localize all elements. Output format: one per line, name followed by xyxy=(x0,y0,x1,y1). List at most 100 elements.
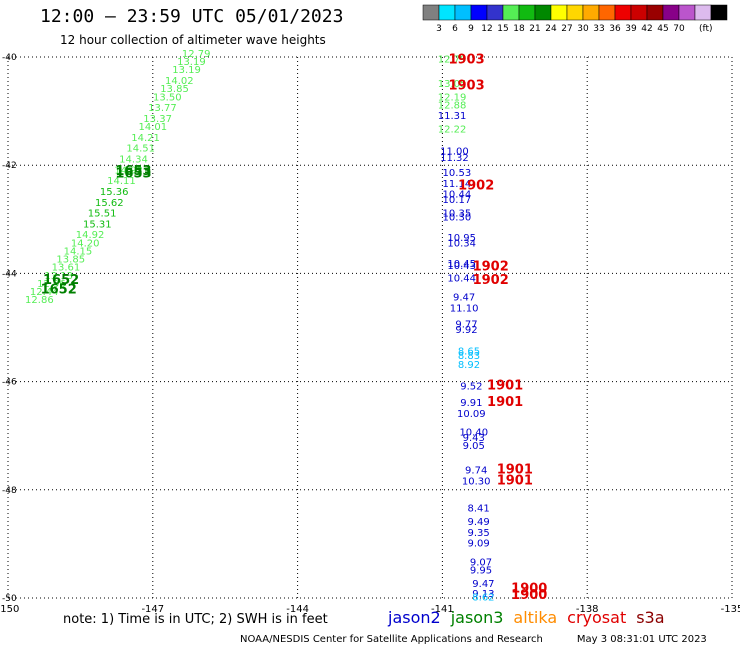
wave-height-label: 9.52 xyxy=(460,382,482,393)
wave-height-label: 9.49 xyxy=(467,517,489,528)
footer-credit: NOAA/NESDIS Center for Satellite Applica… xyxy=(240,634,543,645)
colorbar-swatch xyxy=(710,4,728,21)
wave-height-label: 8.41 xyxy=(467,503,489,514)
colorbar-label: 39 xyxy=(625,24,637,34)
colorbar-swatch xyxy=(486,4,504,21)
time-label: 1652 xyxy=(41,282,77,297)
wave-height-label: 15.36 xyxy=(100,187,129,198)
wave-height-label: 10.35 xyxy=(443,209,472,220)
wave-height-label: 10.53 xyxy=(443,168,472,179)
wave-height-label: 10.43 xyxy=(447,261,476,272)
colorbar-label: 21 xyxy=(529,24,540,34)
wave-height-label: 8.62 xyxy=(472,593,494,604)
colorbar-swatch xyxy=(502,4,520,21)
time-label: 1902 xyxy=(473,273,509,288)
x-tick-label: -144 xyxy=(286,604,309,615)
wave-height-label: 9.35 xyxy=(467,528,489,539)
time-label: 1901 xyxy=(497,473,533,488)
wave-height-label: 10.44 xyxy=(443,190,472,201)
wave-height-label: 9.13 xyxy=(472,589,494,600)
colorbar-label: 27 xyxy=(561,24,572,34)
colorbar-swatch xyxy=(438,4,456,21)
wave-height-label: 13.50 xyxy=(153,92,182,103)
colorbar-swatch xyxy=(662,4,680,21)
wave-height-label: 10.34 xyxy=(447,238,476,249)
wave-height-label: 12.79 xyxy=(438,54,467,65)
legend-altika: altika xyxy=(513,608,558,627)
wave-height-label: 11.32 xyxy=(440,153,469,164)
colorbar-label: 70 xyxy=(673,24,685,34)
wave-height-label: 10.40 xyxy=(459,428,488,439)
wave-height-label: 10.30 xyxy=(462,476,491,487)
wave-height-label: 8.83 xyxy=(458,351,480,362)
colorbar-swatch xyxy=(422,4,440,21)
time-label: 1901 xyxy=(487,379,523,394)
time-label: 1900 xyxy=(511,588,547,603)
time-label: 1653 xyxy=(115,164,151,179)
colorbar-swatch xyxy=(646,4,664,21)
wave-height-label: 12.22 xyxy=(438,125,467,136)
wave-height-label: 13.05 xyxy=(438,79,467,90)
x-tick-label: -135 xyxy=(721,604,740,615)
colorbar-label: 6 xyxy=(452,24,458,34)
wave-height-label: 15.62 xyxy=(95,198,124,209)
wave-height-label: 10.45 xyxy=(447,259,476,270)
colorbar-label: 12 xyxy=(481,24,492,34)
wave-height-label: 13.61 xyxy=(52,263,81,274)
colorbar-label: 30 xyxy=(577,24,589,34)
wave-height-label: 9.47 xyxy=(453,292,475,303)
time-label: 1903 xyxy=(448,52,484,67)
colorbar-label: 36 xyxy=(609,24,621,34)
wave-height-label: 14.11 xyxy=(107,176,136,187)
wave-height-label: 11.31 xyxy=(438,111,467,122)
wave-height-label: 10.44 xyxy=(447,274,476,285)
wave-height-label: 14.92 xyxy=(76,230,105,241)
wave-height-label: 9.95 xyxy=(470,566,492,577)
wave-height-label: 8.92 xyxy=(458,360,480,371)
wave-height-label: 9.05 xyxy=(463,441,485,452)
wave-height-label: 9.09 xyxy=(467,539,489,550)
colorbar-label: 3 xyxy=(436,24,442,34)
colorbar-label: 24 xyxy=(545,24,557,34)
wave-height-label: 12.79 xyxy=(182,49,211,60)
wave-height-label: 10.09 xyxy=(457,409,486,420)
time-label: 1653 xyxy=(115,167,151,182)
wave-height-label: 9.77 xyxy=(455,320,477,331)
wave-height-label: 13.19 xyxy=(172,65,201,76)
wave-height-label: 13.77 xyxy=(148,103,177,114)
wave-height-label: 14.92 xyxy=(114,165,143,176)
wave-height-label: 14.21 xyxy=(131,133,160,144)
wave-height-label: 15.51 xyxy=(88,209,117,220)
footer-timestamp: May 3 08:31:01 UTC 2023 xyxy=(576,634,707,645)
y-tick-label: -42 xyxy=(2,161,17,171)
colorbar-swatch xyxy=(566,4,584,21)
legend-cryosat: cryosat xyxy=(567,608,627,627)
y-tick-label: -46 xyxy=(2,378,17,388)
legend-jason3: jason3 xyxy=(450,608,504,627)
wave-height-label: 9.07 xyxy=(470,558,492,569)
units-note: note: 1) Time is in UTC; 2) SWH is in fe… xyxy=(63,612,328,627)
time-label: 1901 xyxy=(487,395,523,410)
time-label: 1901 xyxy=(497,463,533,478)
legend-s3a: s3a xyxy=(636,608,665,627)
x-tick-label: -147 xyxy=(141,604,164,615)
wave-height-label: 13.13 xyxy=(44,271,73,282)
wave-height-label: 9.74 xyxy=(465,466,487,477)
wave-height-label: 14.20 xyxy=(71,238,100,249)
wave-height-label: 14.02 xyxy=(165,76,194,87)
colorbar-swatch xyxy=(614,4,632,21)
wave-height-label: 8.65 xyxy=(458,347,480,358)
colorbar-swatch xyxy=(678,4,696,21)
wave-height-label: 12.86 xyxy=(25,295,54,306)
wave-height-label: 13.85 xyxy=(160,84,189,95)
time-label: 1902 xyxy=(458,179,494,194)
colorbar-label: 9 xyxy=(468,24,474,34)
wave-height-label: 15.31 xyxy=(83,219,112,230)
wave-height-label: 14.15 xyxy=(64,246,93,257)
wave-height-label: 12.88 xyxy=(438,100,467,111)
wave-height-label: 9.91 xyxy=(460,398,482,409)
colorbar-label: 15 xyxy=(497,24,508,34)
wave-height-label: 10.95 xyxy=(447,233,476,244)
wave-height-label: 12.19 xyxy=(438,92,467,103)
colorbar-swatch xyxy=(550,4,568,21)
